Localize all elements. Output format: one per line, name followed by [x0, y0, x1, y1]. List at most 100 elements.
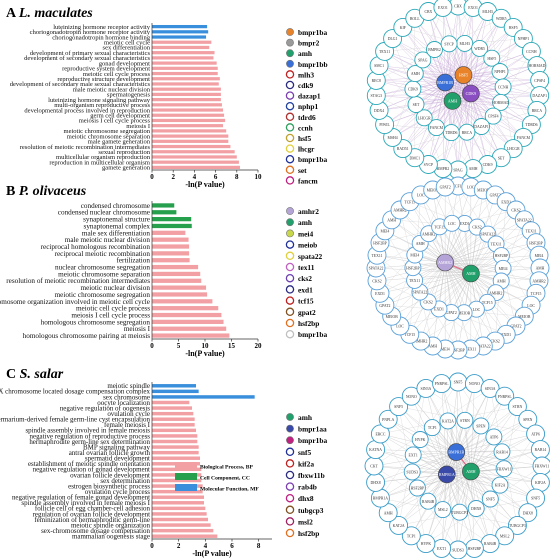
network-node [456, 411, 474, 429]
category-label: sex determination [100, 477, 150, 485]
node-label: BMPR1A [373, 497, 388, 501]
edge [446, 383, 475, 475]
edge [446, 420, 449, 475]
node-label: CKS2 [491, 340, 500, 344]
edge [451, 223, 472, 274]
network-node [370, 424, 390, 444]
bar [152, 512, 207, 516]
node-label: EXD1 [501, 333, 511, 337]
node-label: SET [413, 103, 420, 107]
node-label: RAB14 [496, 450, 508, 454]
x-axis-label: -ln(P value) [185, 349, 225, 358]
network-node [491, 476, 509, 494]
edge [444, 82, 482, 127]
node-label: EXT1 [437, 547, 446, 551]
bar [152, 411, 194, 416]
x-tick-label: 0 [150, 173, 154, 181]
bar [152, 523, 211, 527]
hub-label: AMH [448, 99, 457, 104]
bar [152, 264, 199, 270]
edge [444, 262, 484, 347]
edge [441, 452, 457, 549]
hub-label: AMH [466, 271, 475, 276]
node-label: FBXW11 [535, 465, 550, 469]
bar [152, 40, 212, 44]
node-label: DAZAP1 [532, 94, 547, 98]
category-label: sex chromosome [103, 393, 150, 401]
edge [456, 452, 491, 544]
node-label: AMH [384, 511, 393, 515]
category-label: development of secondary sexual characte… [24, 55, 150, 62]
edge [419, 273, 471, 293]
node-label: AMHR2 [532, 279, 545, 283]
edge [445, 262, 541, 269]
node-label: SYCP [444, 42, 454, 46]
gene-label: bmpr1ba [298, 28, 327, 37]
bar [152, 82, 219, 86]
gene-label: fancm [298, 176, 319, 185]
edge [444, 262, 488, 303]
edge [441, 383, 447, 475]
category-label: meiotic spindle organization [71, 521, 151, 529]
hub-node [436, 73, 454, 92]
node-label: RAB14 [535, 448, 547, 452]
legend-label: Cell Component, CC [200, 476, 250, 482]
node-label: TUBGCP3 [509, 524, 526, 528]
x-axis-label: -ln(P value) [185, 180, 225, 189]
node-label: SNF5 [394, 405, 403, 409]
category-label: spindle assembly involved in female meio… [21, 499, 150, 507]
node-label: LHCGR [507, 147, 520, 151]
bar [152, 210, 177, 215]
x-tick-label: 0 [150, 542, 154, 550]
bar [152, 155, 237, 159]
category-label: gamete generation [102, 165, 151, 172]
network-node [473, 118, 490, 135]
x-tick-label: 6 [214, 173, 218, 181]
network-node [435, 177, 455, 197]
hub-label: AMH [466, 469, 475, 474]
bar [152, 278, 202, 283]
gene-label: cks2 [298, 274, 312, 283]
category-label: homologous chromosome segregation [41, 318, 151, 326]
node-label: MSL2 [500, 534, 510, 538]
bar [152, 333, 230, 338]
category-label: nuclear chromosome segregation [55, 264, 150, 272]
hub-label: BMPR1B [448, 450, 464, 455]
edge [463, 75, 468, 133]
panel-letter: A [6, 6, 19, 21]
edge [444, 262, 471, 350]
panel-letter: C [6, 367, 20, 382]
node-label: MEI4 [441, 348, 450, 352]
bar [152, 129, 227, 133]
category-label: developmental process involved in reprod… [24, 107, 150, 114]
category-label: meiotic spindle [107, 382, 150, 390]
node-label: MSH4 [388, 136, 398, 140]
gene-label: bmpr2 [298, 39, 320, 48]
bar [152, 160, 239, 164]
node-label: KIF [400, 26, 406, 30]
node-label: SPATA22 [517, 218, 532, 222]
panel-a: A L. maculates luteinizing hormone recept… [6, 0, 550, 189]
node-label: SPATA22 [369, 267, 384, 271]
category-label: meiotic cell cycle [104, 39, 150, 46]
gene-marker [285, 123, 295, 132]
node-label: SMC1 [374, 64, 384, 68]
bar [152, 237, 189, 242]
edge [428, 75, 464, 165]
node-label: NONO [406, 395, 417, 399]
gene-label: hsf2bp [298, 319, 319, 328]
gene-marker [285, 70, 295, 79]
node-label: MEI4 [380, 229, 389, 233]
node-label: TCF15 [531, 292, 542, 296]
edge [424, 74, 464, 118]
category-label: meiotic nuclear division [81, 284, 151, 292]
gene-marker [286, 229, 294, 238]
network-node [411, 431, 429, 448]
network-graph: SNF5 NONOSIN3APNRPSLSTRNSPENATP6RAB14FBXW… [364, 372, 550, 559]
bar [152, 165, 240, 170]
gene-marker [285, 262, 295, 272]
category-label: fertilization [116, 257, 150, 265]
category-label: ovarian follicle development [70, 471, 150, 479]
gene-label: tex11 [298, 263, 315, 272]
bar [152, 139, 229, 143]
